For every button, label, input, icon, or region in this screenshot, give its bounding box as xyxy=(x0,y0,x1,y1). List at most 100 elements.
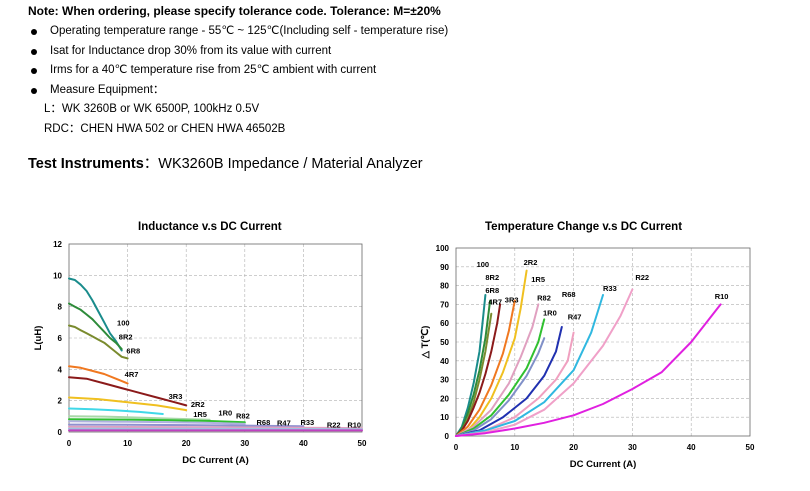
temperature-series-label: R82 xyxy=(537,294,551,303)
spec-bullet-list: Operating temperature range - 55℃ ~ 125℃… xyxy=(28,22,448,100)
inductance-series-label: R82 xyxy=(236,412,250,421)
temperature-series-label: R33 xyxy=(603,284,617,293)
measure-l: L：WK 3260B or WK 6500P, 100kHz 0.5V xyxy=(44,103,260,115)
inductance-x-tick-label: 0 xyxy=(67,439,72,448)
temperature-series-3r3 xyxy=(455,299,516,437)
inductance-series-label: 2R2 xyxy=(191,400,205,409)
inductance-series-label: 100 xyxy=(117,318,130,327)
temperature-x-tick-label: 50 xyxy=(746,443,755,452)
inductance-series-r47 xyxy=(68,423,305,428)
temperature-series-label: 1R0 xyxy=(543,309,557,318)
temperature-y-tick-label: 30 xyxy=(440,376,449,385)
inductance-x-axis-label: DC Current (A) xyxy=(182,455,249,466)
temperature-chart-title: Temperature Change v.s DC Current xyxy=(485,221,683,233)
inductance-series-label: R10 xyxy=(347,420,361,429)
bullet-operating-temp: Operating temperature range - 55℃ ~ 125℃… xyxy=(28,22,448,42)
inductance-series-r82 xyxy=(68,418,246,424)
inductance-series-r33 xyxy=(68,425,363,430)
temperature-series-label: 1R5 xyxy=(531,275,545,284)
inductance-chart-title: Inductance v.s DC Current xyxy=(138,221,282,233)
temperature-series-label: R10 xyxy=(715,292,729,301)
bullet-measure-equipment: Measure Equipment： xyxy=(28,81,448,101)
temperature-series-label: R68 xyxy=(562,290,576,299)
temperature-y-tick-label: 0 xyxy=(445,432,450,441)
inductance-series-label: R33 xyxy=(300,418,314,427)
ordering-note: Note: When ordering, please specify tole… xyxy=(28,4,441,18)
inductance-series-label: 6R8 xyxy=(126,347,140,356)
inductance-x-tick-label: 20 xyxy=(182,439,191,448)
inductance-series-1r0 xyxy=(68,415,211,421)
temperature-series-label: R47 xyxy=(568,312,582,321)
inductance-y-tick-label: 12 xyxy=(53,240,62,249)
temperature-series-label: 3R3 xyxy=(505,296,519,305)
inductance-y-tick-label: 8 xyxy=(58,303,63,312)
inductance-y-tick-label: 0 xyxy=(58,428,63,437)
inductance-series-1r5 xyxy=(68,407,164,415)
inductance-series-3r3 xyxy=(68,376,188,407)
inductance-series-label: R47 xyxy=(277,419,291,428)
temperature-y-tick-label: 70 xyxy=(440,300,449,309)
inductance-x-tick-label: 10 xyxy=(123,439,132,448)
temperature-series-1r5 xyxy=(455,303,540,437)
inductance-x-tick-label: 50 xyxy=(358,439,367,448)
temperature-series-r82 xyxy=(455,318,546,437)
temperature-series-label: 8R2 xyxy=(485,273,499,282)
measure-rdc: RDC：CHEN HWA 502 or CHEN HWA 46502B xyxy=(44,123,286,135)
inductance-y-tick-label: 4 xyxy=(58,365,63,374)
inductance-series-label: 1R0 xyxy=(218,409,232,418)
temperature-series-label: 2R2 xyxy=(524,258,538,267)
bullet-irms: Irms for a 40℃ temperature rise from 25℃… xyxy=(28,61,448,81)
inductance-series-8r2 xyxy=(68,302,123,350)
inductance-x-tick-label: 30 xyxy=(240,439,249,448)
inductance-y-tick-label: 6 xyxy=(58,334,63,343)
temperature-x-tick-label: 10 xyxy=(510,443,519,452)
temperature-y-tick-label: 100 xyxy=(436,244,450,253)
temperature-series-r22 xyxy=(455,288,634,437)
temperature-series-label: R22 xyxy=(635,273,649,282)
temperature-series-r33 xyxy=(455,294,604,437)
temperature-y-tick-label: 10 xyxy=(440,413,449,422)
inductance-y-axis-label: L(uH) xyxy=(33,326,44,351)
inductance-series-label: 4R7 xyxy=(125,370,139,379)
temperature-y-tick-label: 60 xyxy=(440,319,449,328)
test-instruments: Test Instruments：WK3260B Impedance / Mat… xyxy=(28,152,423,173)
inductance-series-r68 xyxy=(68,420,246,425)
temperature-series-label: 100 xyxy=(477,260,490,269)
temperature-series-1r0 xyxy=(455,337,546,437)
inductance-series-label: R68 xyxy=(257,418,271,427)
inductance-series-100 xyxy=(68,277,123,352)
temperature-series-4r7 xyxy=(455,303,502,437)
temperature-y-tick-label: 40 xyxy=(440,357,449,366)
bullet-isat: Isat for Inductance drop 30% from its va… xyxy=(28,42,448,62)
inductance-series-2r2 xyxy=(68,396,188,412)
inductance-series-4r7 xyxy=(68,365,129,385)
test-instruments-value: ：WK3260B Impedance / Material Analyzer xyxy=(143,156,423,172)
temperature-series-label: 6R8 xyxy=(485,286,499,295)
inductance-y-tick-label: 10 xyxy=(53,271,62,280)
inductance-y-tick-label: 2 xyxy=(58,397,63,406)
inductance-series-label: 3R3 xyxy=(169,392,183,401)
temperature-y-tick-label: 90 xyxy=(440,263,449,272)
inductance-series-label: R22 xyxy=(327,420,341,429)
temperature-y-tick-label: 20 xyxy=(440,394,449,403)
temperature-series-label: 4R7 xyxy=(488,297,502,306)
temperature-plot-frame xyxy=(455,247,751,437)
temperature-x-tick-label: 40 xyxy=(687,443,696,452)
temperature-series-r47 xyxy=(455,326,563,437)
temperature-x-tick-label: 0 xyxy=(454,443,459,452)
temperature-y-axis-label: △ T(℃) xyxy=(420,326,431,360)
inductance-series-label: 1R5 xyxy=(193,410,207,419)
inductance-series-label: 8R2 xyxy=(119,333,133,342)
temperature-x-tick-label: 20 xyxy=(569,443,578,452)
temperature-y-tick-label: 50 xyxy=(440,338,449,347)
inductance-x-tick-label: 40 xyxy=(299,439,308,448)
temperature-series-r10 xyxy=(455,303,722,437)
inductance-plot-frame xyxy=(68,243,363,433)
temperature-x-tick-label: 30 xyxy=(628,443,637,452)
inductance-series-r22 xyxy=(68,427,363,431)
temperature-x-axis-label: DC Current (A) xyxy=(570,459,637,470)
test-instruments-label: Test Instruments xyxy=(28,156,144,172)
temperature-y-tick-label: 80 xyxy=(440,282,449,291)
inductance-series-6r8 xyxy=(68,324,129,360)
